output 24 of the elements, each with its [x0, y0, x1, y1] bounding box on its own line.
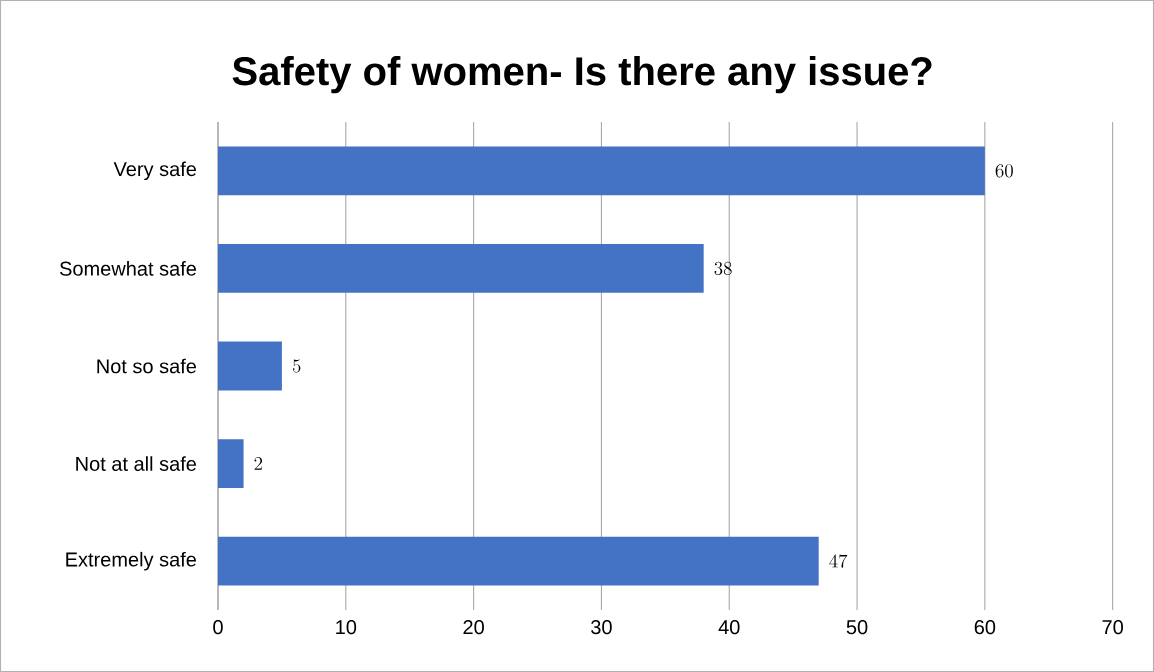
data-label: 2 — [254, 457, 263, 470]
x-tick-label: 70 — [1102, 620, 1123, 635]
y-tick-label: Extremely safe — [66, 551, 197, 571]
x-tick-label: 20 — [463, 620, 484, 635]
data-label: 38 — [714, 261, 732, 275]
y-tick-label: Not so safe — [97, 358, 197, 374]
data-label: 60 — [995, 164, 1013, 178]
y-tick-label: Somewhat safe — [59, 261, 197, 276]
data-label: 47 — [829, 554, 848, 568]
chart-title: Safety of women- Is there any issue? — [232, 56, 932, 94]
bar — [218, 439, 244, 489]
x-tick-label: 30 — [591, 620, 612, 635]
bar — [218, 536, 819, 586]
bar — [218, 341, 282, 391]
x-tick-label: 10 — [336, 620, 357, 635]
x-tick-label: 50 — [846, 620, 868, 635]
y-tick-label: Not at all safe — [76, 456, 197, 471]
data-label: 5 — [292, 359, 301, 373]
x-tick-label: 60 — [974, 620, 996, 635]
x-tick-label: 40 — [718, 620, 740, 635]
y-tick-label: Very safe — [113, 161, 197, 181]
x-tick-label: 0 — [213, 620, 223, 635]
bar — [218, 244, 704, 293]
bar — [218, 146, 985, 196]
